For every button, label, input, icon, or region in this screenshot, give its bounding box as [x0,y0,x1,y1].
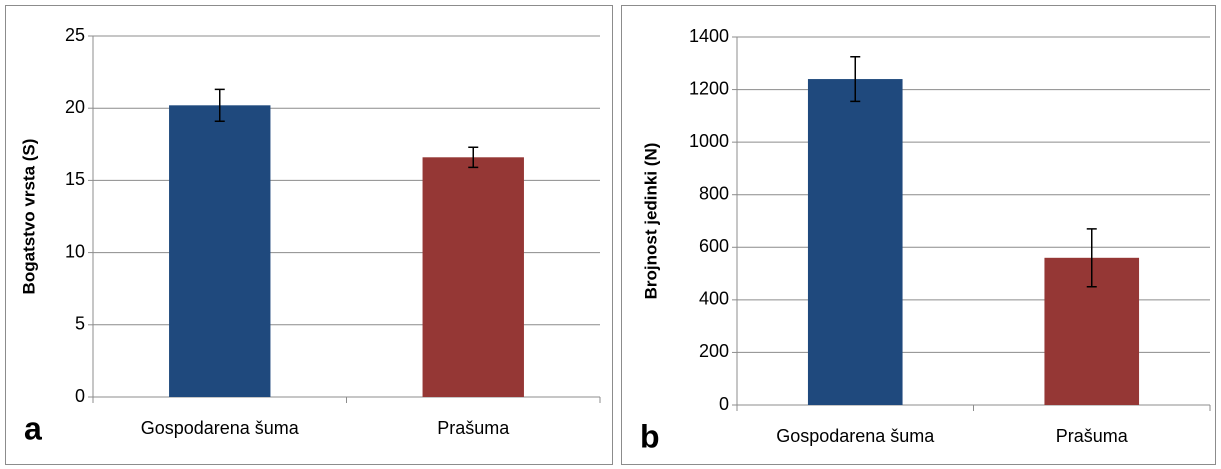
panel-label: a [24,410,42,446]
x-tick-label: Prašuma [1056,426,1129,446]
error-bar [214,88,225,122]
panel-frame [5,5,613,465]
y-tick-label: 800 [699,183,729,203]
y-tick-label: 25 [65,25,85,45]
error-bar [850,55,861,103]
y-tick-label: 1400 [689,26,729,46]
bar [807,79,903,406]
error-bar [468,146,479,169]
y-axis-title: Bogatstvo vrsta (S) [19,139,38,295]
panel-label: b [640,418,660,454]
y-tick-label: 0 [75,386,85,406]
x-tick-label: Gospodarena šuma [141,418,300,438]
bar [422,157,524,397]
x-tick-label: Prašuma [437,418,510,438]
y-tick-label: 600 [699,236,729,256]
y-tick-label: 10 [65,241,85,261]
y-tick-label: 200 [699,341,729,361]
y-tick-label: 5 [75,314,85,334]
y-tick-label: 0 [719,394,729,414]
y-tick-label: 1000 [689,131,729,151]
y-axis-title: Brojnost jedinki (N) [641,143,660,300]
y-tick-label: 400 [699,289,729,309]
error-bar [1086,228,1097,288]
y-tick-label: 15 [65,169,85,189]
x-tick-label: Gospodarena šuma [776,426,935,446]
y-tick-label: 20 [65,97,85,117]
y-tick-label: 1200 [689,78,729,98]
bar [169,105,271,397]
panel-frame [621,5,1216,465]
